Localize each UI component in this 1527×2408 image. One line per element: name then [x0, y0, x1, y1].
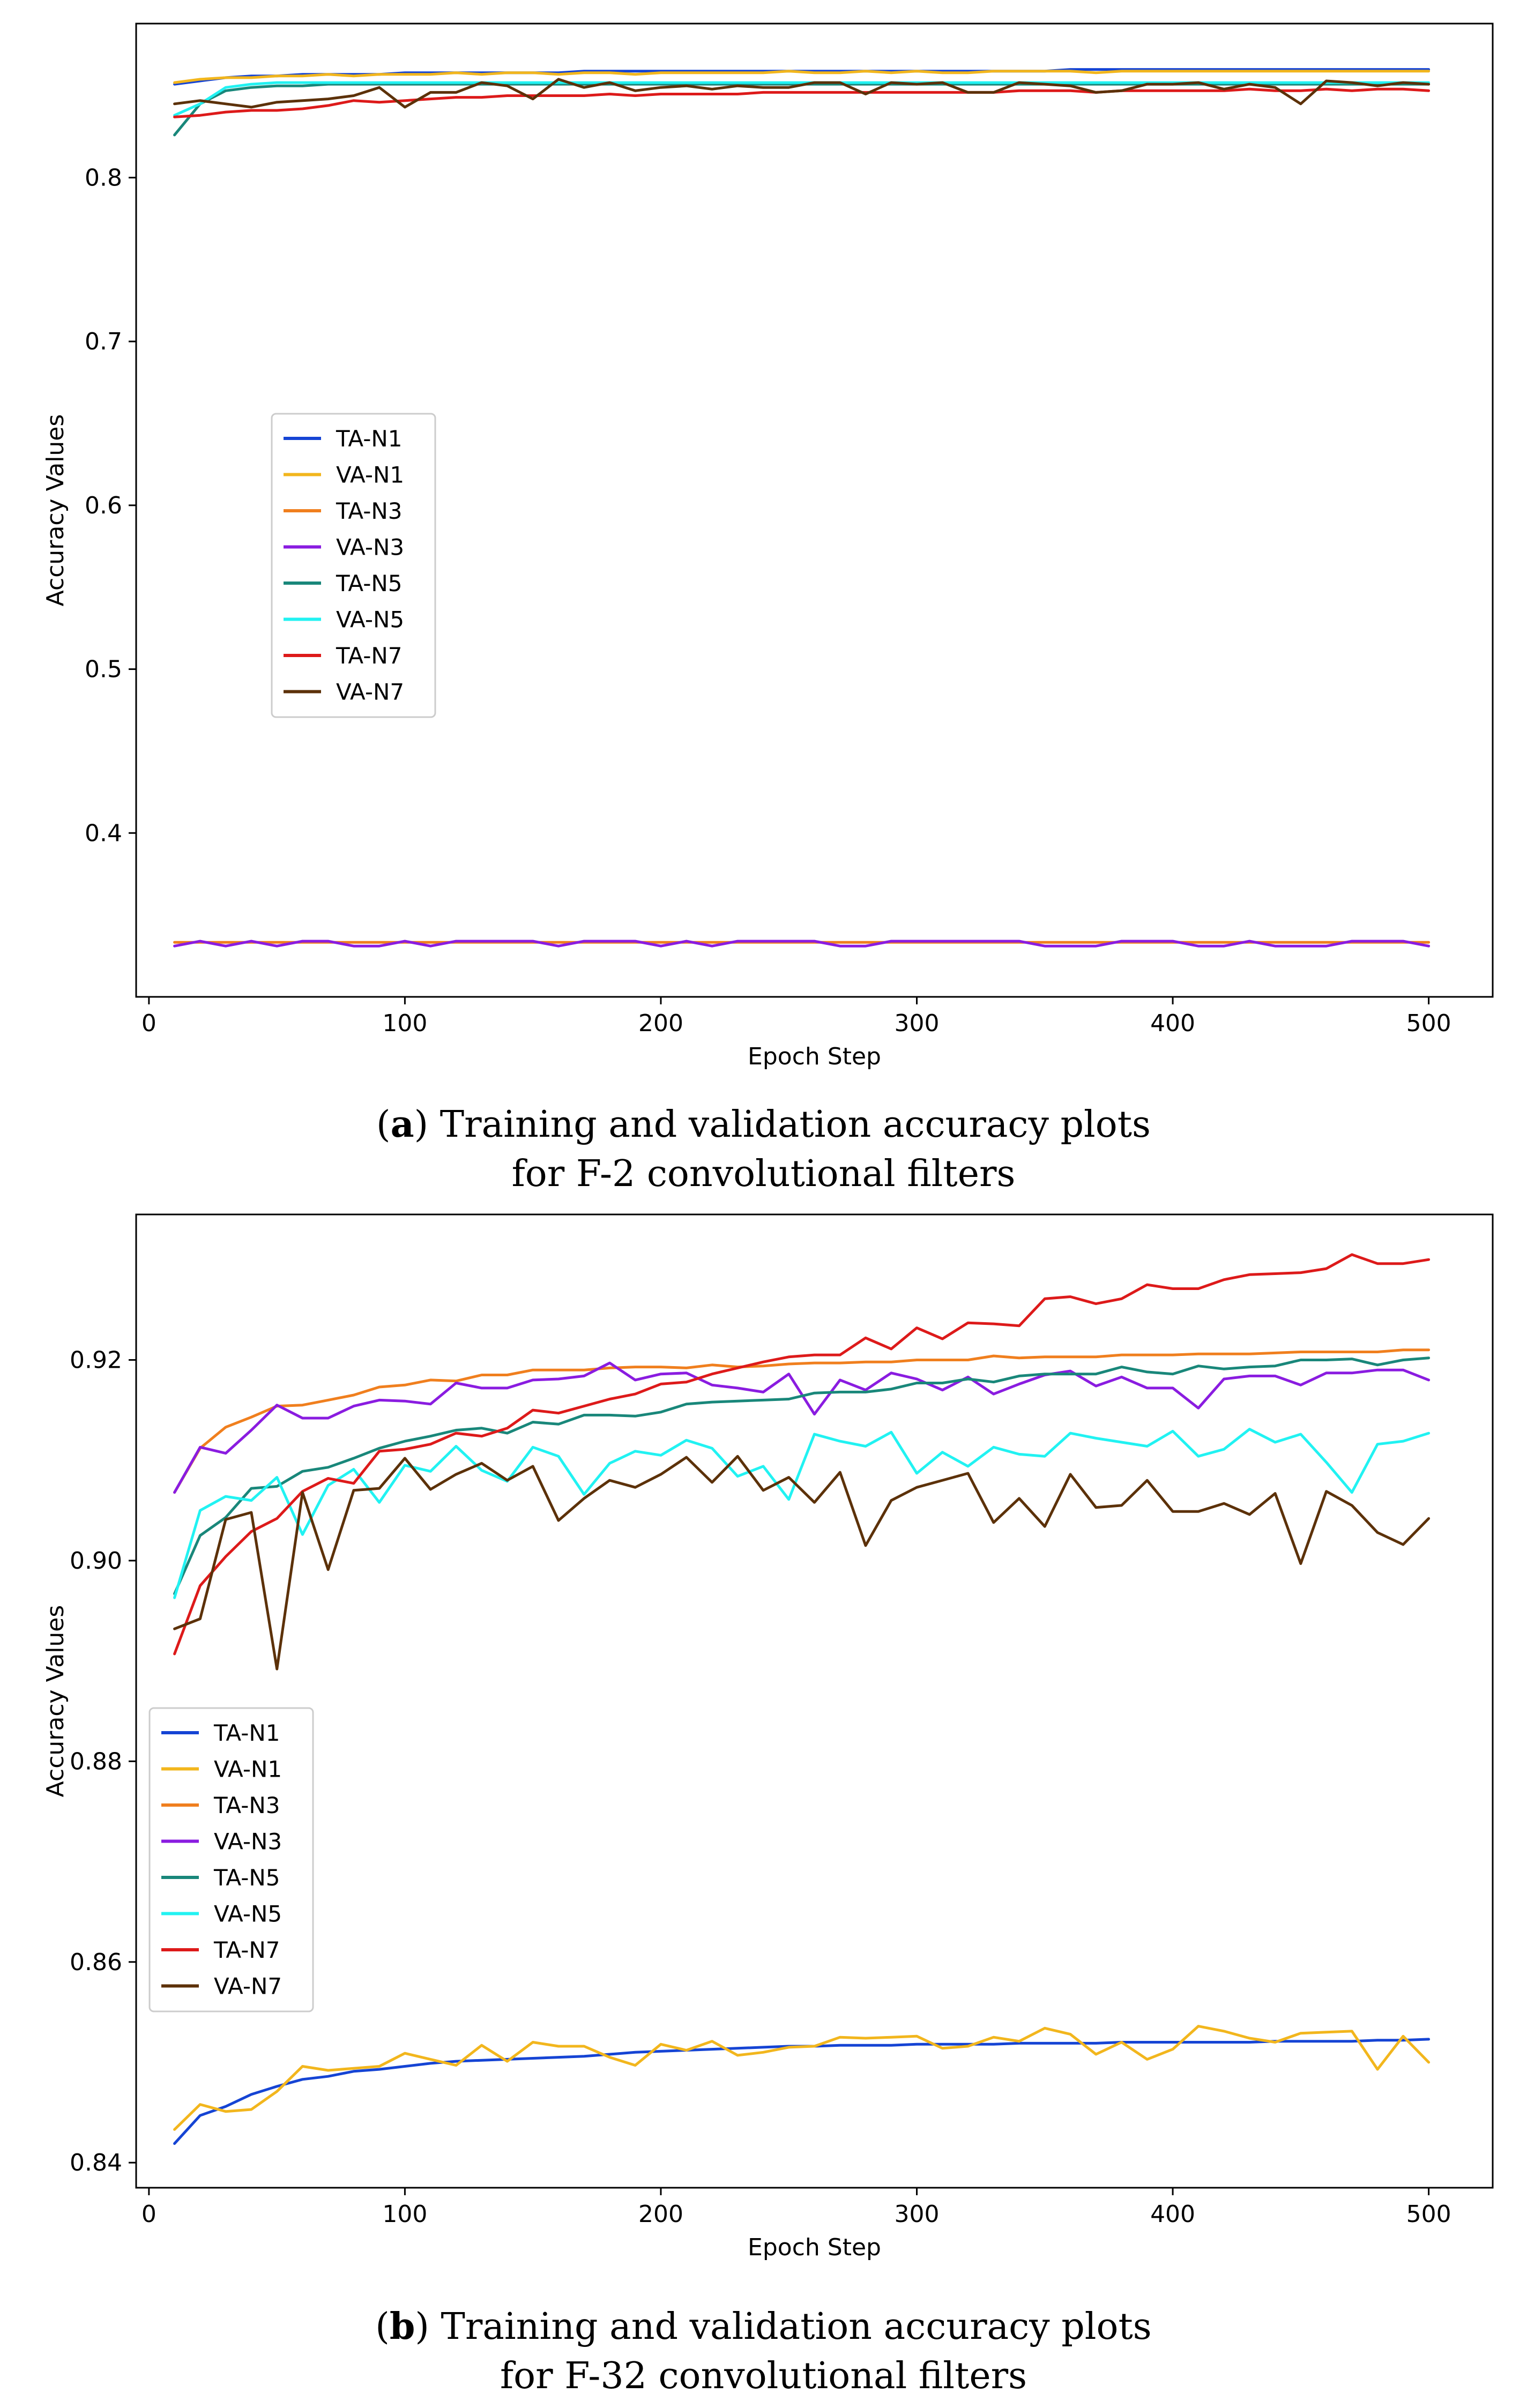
legend-label-ta-n1: TA-N1 — [213, 1720, 280, 1746]
x-tick-label: 300 — [895, 1010, 940, 1037]
y-tick-label: 0.86 — [70, 1949, 122, 1976]
x-tick-label: 300 — [895, 2201, 940, 2228]
series-line-va-n3 — [173, 940, 1431, 948]
x-axis-label: Epoch Step — [748, 1043, 881, 1070]
x-tick-label: 100 — [382, 2201, 427, 2228]
x-tick-label: 100 — [382, 1010, 427, 1037]
legend-box — [271, 413, 436, 718]
series-line-ta-n7 — [173, 87, 1431, 118]
legend-box — [148, 1707, 314, 2012]
y-tick-label: 0.7 — [85, 328, 122, 355]
series-line-ta-n7 — [173, 1253, 1431, 1656]
x-tick-label: 0 — [141, 2201, 157, 2228]
x-tick-label: 500 — [1406, 2201, 1451, 2228]
series-line-ta-n3 — [173, 1348, 1431, 1494]
series-line-va-n7 — [173, 78, 1431, 109]
series-line-va-n5 — [173, 81, 1431, 117]
legend-label-ta-n7: TA-N7 — [336, 643, 403, 669]
legend-label-va-n5: VA-N5 — [336, 607, 404, 633]
y-axis-label: Accuracy Values — [42, 414, 69, 607]
y-tick-label: 0.84 — [70, 2149, 122, 2176]
caption-b-line-2: for F-32 convolutional filters — [500, 2355, 1027, 2397]
chart-a: 0 100 200 300 400 500 0.4 0.5 0.6 0.7 0.8 Epoch Ste… — [42, 23, 1494, 1070]
x-axis-label: Epoch Step — [748, 2234, 881, 2261]
x-tick-label: 200 — [638, 1010, 683, 1037]
legend-label-ta-n3: TA-N3 — [336, 498, 403, 524]
x-tick-label: 400 — [1150, 1010, 1195, 1037]
series-line-va-n1 — [173, 70, 1431, 84]
series-group — [173, 68, 1431, 948]
caption-a-line-2: for F-2 convolutional filters — [511, 1153, 1016, 1195]
legend-label-ta-n7: TA-N7 — [213, 1937, 280, 1963]
y-axis-label: Accuracy Values — [42, 1605, 69, 1798]
x-tick-label: 400 — [1150, 2201, 1195, 2228]
x-tick-label: 200 — [638, 2201, 683, 2228]
series-line-ta-n1 — [173, 2038, 1431, 2145]
x-tick-label: 500 — [1406, 1010, 1451, 1037]
legend-label-va-n1: VA-N1 — [336, 462, 404, 488]
plot-frame — [135, 1213, 1494, 2189]
caption-b: (b) Training and validation accuracy plo… — [0, 2302, 1527, 2401]
legend: TA-N1 VA-N1 TA-N3 VA-N3 TA-N5 VA-N5 TA-N7 VA-N7 — [271, 413, 436, 718]
series-line-va-n1 — [173, 2025, 1431, 2131]
series-line-ta-n5 — [173, 1356, 1431, 1596]
series-line-va-n7 — [173, 1455, 1431, 1671]
caption-b-letter: b — [389, 2305, 415, 2348]
legend-label-ta-n5: TA-N5 — [336, 570, 403, 597]
x-tick-label: 0 — [141, 1010, 157, 1037]
series-line-va-n5 — [173, 1428, 1431, 1599]
legend-label-ta-n1: TA-N1 — [336, 426, 403, 452]
y-tick-label: 0.5 — [85, 656, 122, 683]
legend-label-va-n1: VA-N1 — [214, 1756, 282, 1783]
y-tick-label: 0.4 — [85, 819, 122, 847]
series-line-va-n3 — [173, 1361, 1431, 1494]
caption-b-text-1: Training and validation accuracy plots — [429, 2306, 1152, 2348]
y-tick-label: 0.90 — [70, 1547, 122, 1575]
caption-b-line-1: (b) Training and validation accuracy plo… — [375, 2305, 1152, 2348]
y-tick-label: 0.92 — [70, 1346, 122, 1374]
legend-label-va-n7: VA-N7 — [214, 1973, 282, 2000]
legend-label-va-n7: VA-N7 — [336, 679, 404, 705]
caption-a-text-1: Training and validation accuracy plots — [428, 1104, 1151, 1146]
legend-label-va-n3: VA-N3 — [336, 534, 404, 561]
legend-label-ta-n5: TA-N5 — [213, 1865, 280, 1891]
legend-label-va-n3: VA-N3 — [214, 1829, 282, 1855]
legend-label-va-n5: VA-N5 — [214, 1901, 282, 1927]
y-tick-label: 0.6 — [85, 492, 122, 519]
caption-a-letter: a — [390, 1103, 414, 1146]
plot-frame — [135, 23, 1494, 998]
y-tick-label: 0.88 — [70, 1748, 122, 1775]
y-tick-label: 0.8 — [85, 164, 122, 191]
legend: TA-N1 VA-N1 TA-N3 VA-N3 TA-N5 VA-N5 TA-N7 VA-N7 — [148, 1707, 314, 2012]
caption-a: (a) Training and validation accuracy plo… — [0, 1100, 1527, 1199]
caption-a-line-1: (a) Training and validation accuracy plo… — [376, 1103, 1151, 1146]
chart-b: 0 100 200 300 400 500 0.84 0.86 0.88 0.90 0.92 Epoc… — [42, 1213, 1494, 2261]
series-group — [173, 1253, 1431, 2145]
legend-label-ta-n3: TA-N3 — [213, 1792, 280, 1818]
